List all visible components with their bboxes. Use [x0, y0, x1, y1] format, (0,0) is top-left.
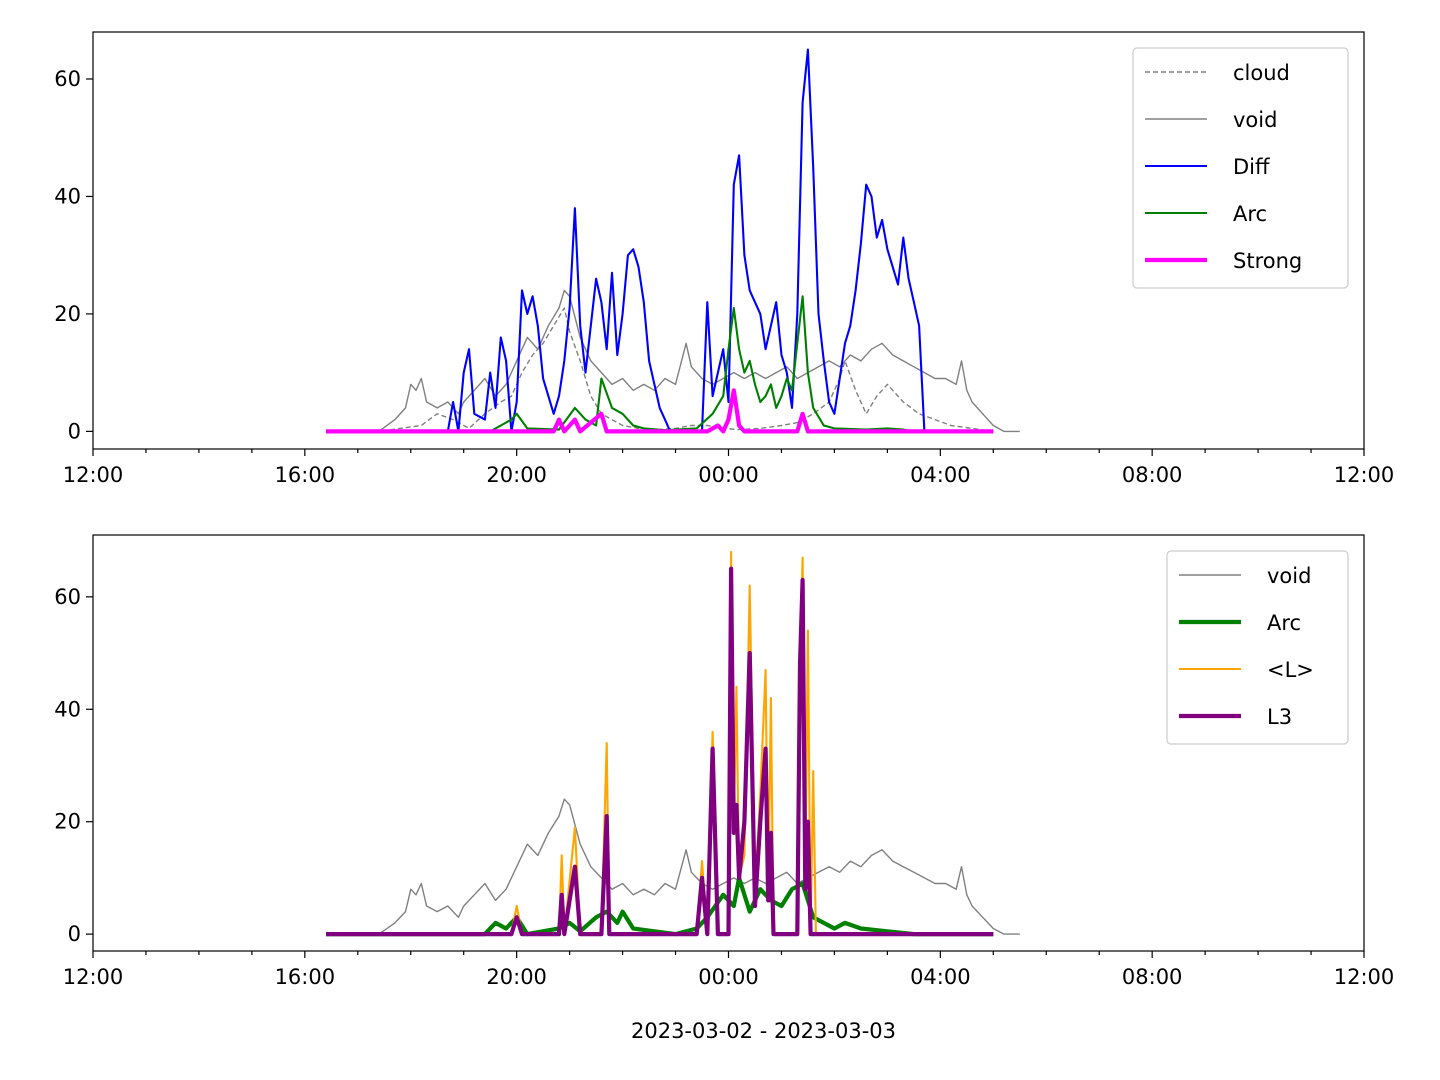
- x-tick-label: 20:00: [486, 463, 547, 487]
- legend-label: <L>: [1267, 658, 1314, 682]
- legend-label: void: [1267, 564, 1311, 588]
- x-tick-label: 16:00: [275, 965, 336, 989]
- legend-label: Strong: [1233, 249, 1302, 273]
- legend: void Arc <L> L3: [1166, 550, 1349, 745]
- series-line-diff: [326, 48, 994, 433]
- legend: cloud void Diff Arc Strong: [1132, 47, 1349, 289]
- y-tick-label: 40: [54, 697, 81, 721]
- x-tick-label: 20:00: [486, 965, 547, 989]
- x-tick-label: 00:00: [698, 965, 759, 989]
- x-tick-label: 12:00: [1334, 463, 1395, 487]
- legend-box: [1132, 47, 1349, 289]
- series-line-void: [326, 289, 1020, 433]
- series-line-strong: [326, 388, 994, 434]
- x-axis-label: 2023-03-02 - 2023-03-03: [631, 1019, 896, 1043]
- x-tick-label: 16:00: [275, 463, 336, 487]
- y-tick-label: 0: [68, 922, 81, 946]
- y-tick-label: 20: [54, 810, 81, 834]
- x-tick-label: 04:00: [910, 463, 971, 487]
- y-tick-label: 0: [68, 419, 81, 443]
- legend-label: void: [1233, 108, 1277, 132]
- series-group: [326, 48, 1020, 434]
- legend-label: Arc: [1267, 611, 1301, 635]
- series-line-void: [326, 798, 1020, 935]
- legend-label: cloud: [1233, 61, 1290, 85]
- legend-label: Arc: [1233, 202, 1267, 226]
- x-tick-label: 12:00: [63, 463, 124, 487]
- y-tick-label: 40: [54, 184, 81, 208]
- series-line-l3: [326, 566, 994, 937]
- y-tick-label: 60: [54, 585, 81, 609]
- x-tick-label: 12:00: [1334, 965, 1395, 989]
- series-line-arc: [326, 295, 994, 433]
- x-tick-label: 12:00: [63, 965, 124, 989]
- series-line-l: [326, 550, 994, 936]
- x-tick-label: 04:00: [910, 965, 971, 989]
- x-tick-label: 00:00: [698, 463, 759, 487]
- series-group: [326, 550, 1020, 937]
- legend-label: L3: [1267, 705, 1292, 729]
- y-tick-label: 20: [54, 302, 81, 326]
- legend-label: Diff: [1233, 155, 1270, 179]
- series-line-cloud: [326, 307, 994, 433]
- top-chart-panel: 0 20 40 60 12:00 16:00 20:00 00:00 04:00 08:00 12:…: [54, 31, 1395, 487]
- x-tick-label: 08:00: [1122, 463, 1183, 487]
- bottom-chart-panel: 0 20 40 60 12:00 16:00 20:00 00:00 04:00 08:00 12:…: [54, 534, 1395, 1043]
- legend-box: [1166, 550, 1349, 745]
- x-tick-label: 08:00: [1122, 965, 1183, 989]
- y-tick-label: 60: [54, 67, 81, 91]
